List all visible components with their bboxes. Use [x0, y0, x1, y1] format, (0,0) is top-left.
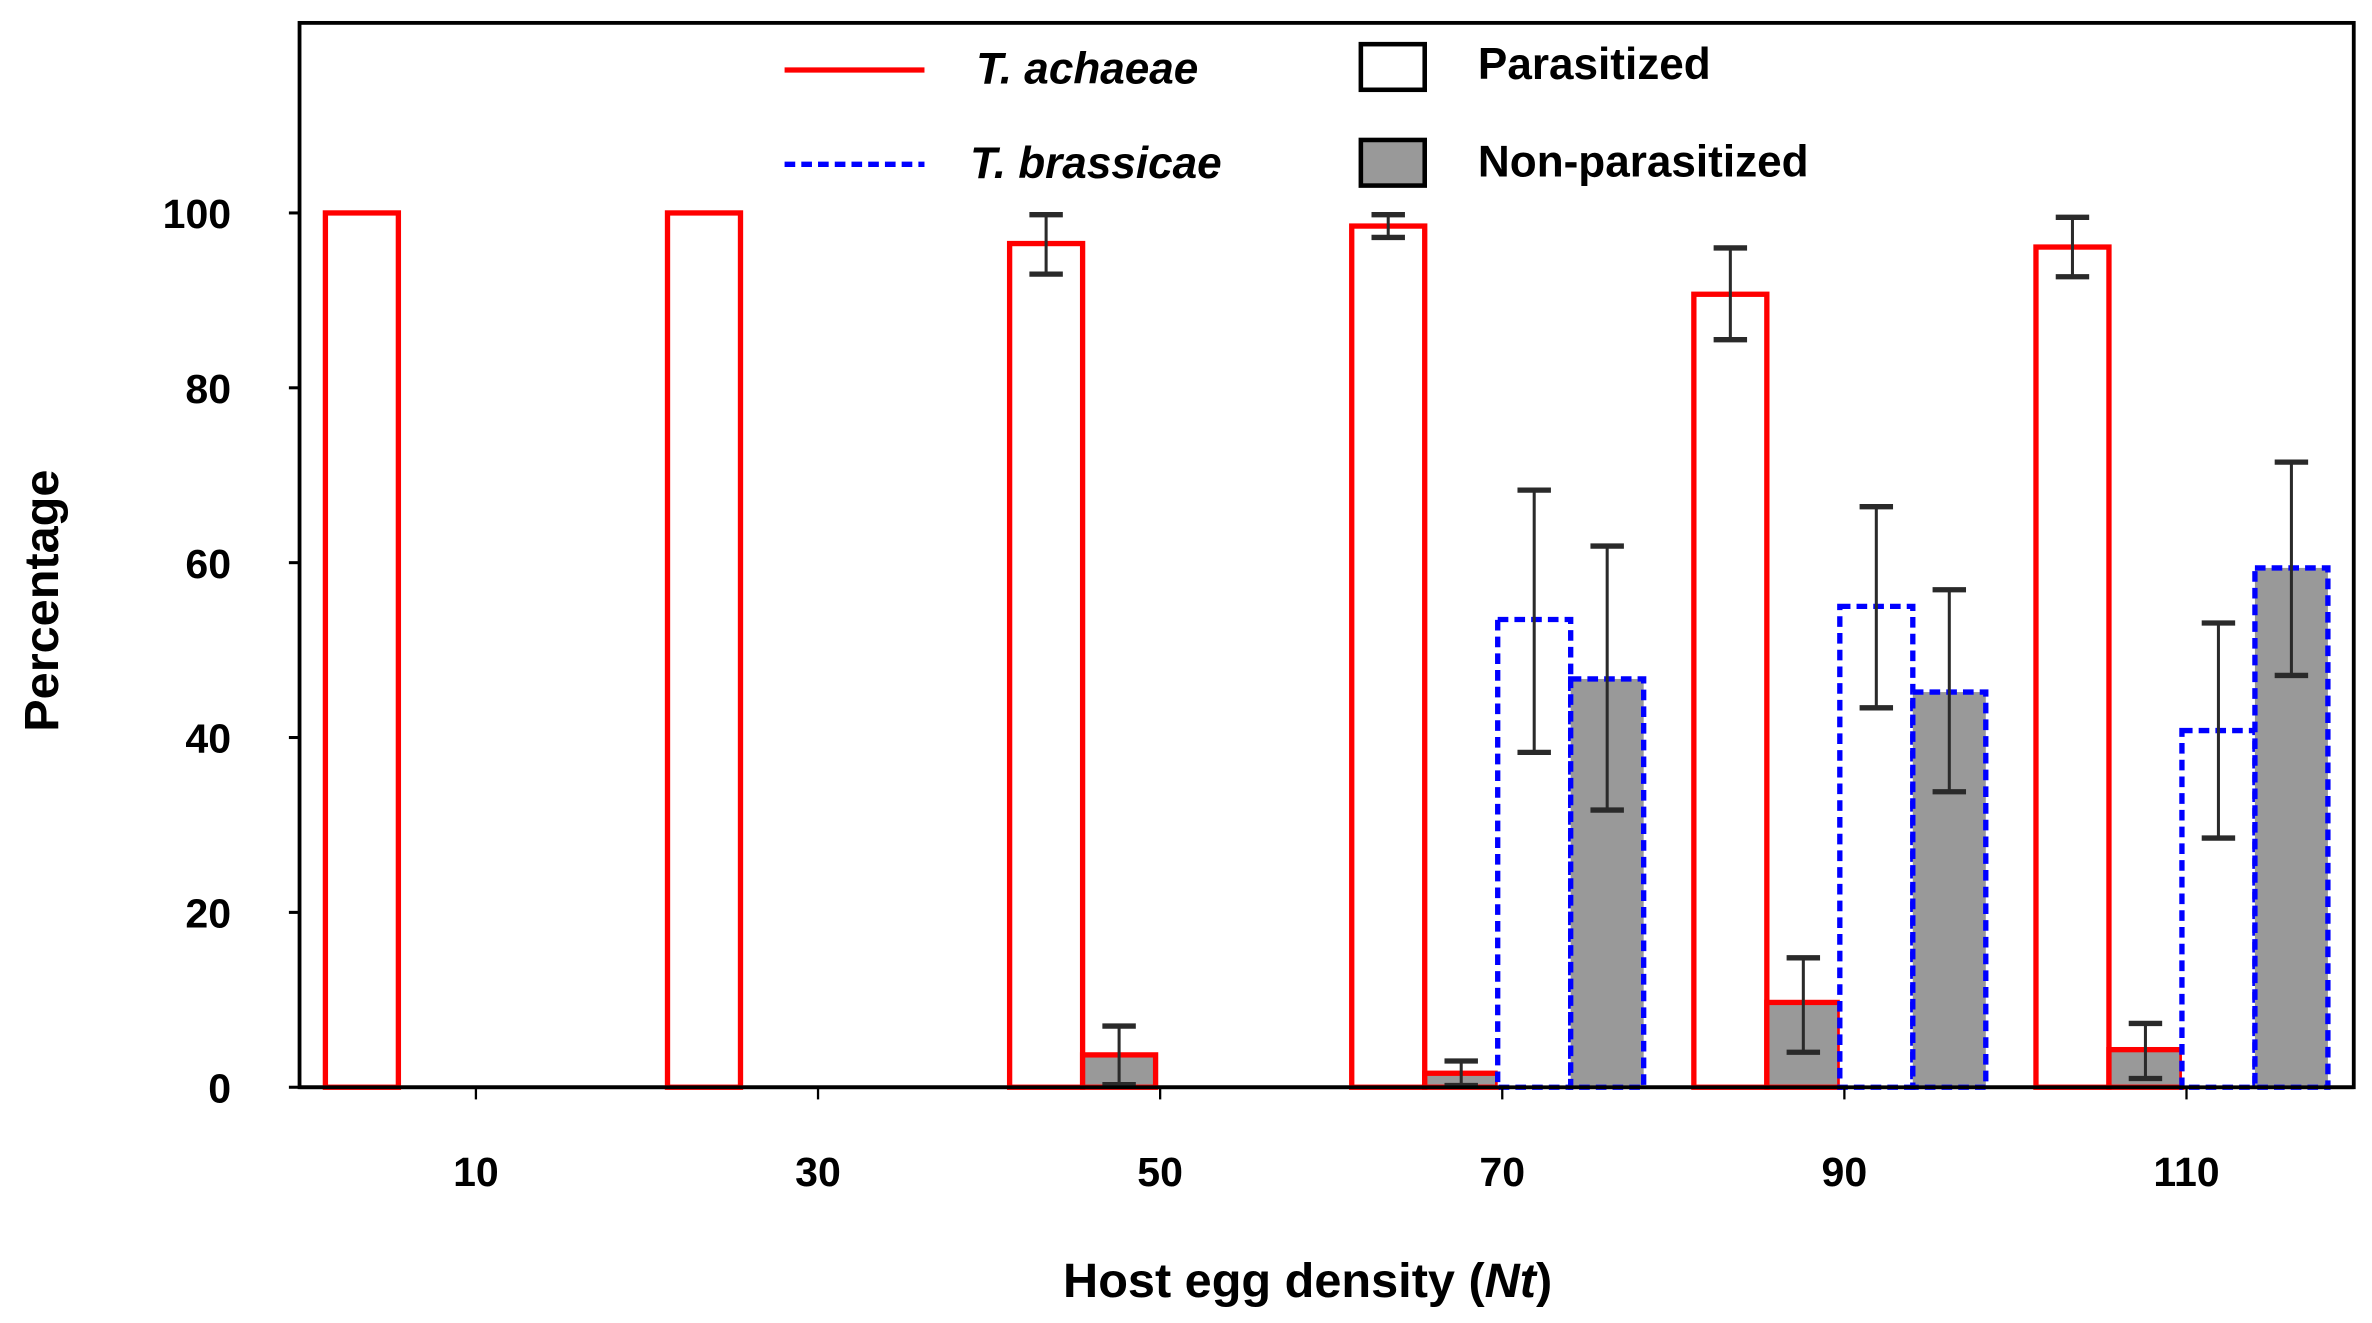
x-axis: 10 30 50 70 90 110: [453, 1087, 2220, 1195]
bars-layer: [322, 210, 2331, 1090]
x-tick-label: 30: [795, 1149, 841, 1195]
x-tick-label: 110: [2153, 1149, 2219, 1195]
legend-swatch-parasitized: [1358, 41, 1428, 93]
y-axis-label: Percentage: [15, 470, 69, 732]
x-axis-label: Host egg density (Nt): [1063, 1254, 1552, 1308]
x-tick-label: 90: [1822, 1149, 1868, 1195]
y-axis: 0 20 40 60 80 100: [163, 191, 2354, 1111]
y-tick-label: 20: [185, 891, 231, 937]
y-tick-label: 60: [185, 541, 231, 587]
legend: T. achaeae T. brassicae Parasitized Non-…: [784, 40, 1809, 188]
y-tick-label: 80: [185, 366, 231, 412]
legend-label-t-brassicae: T. brassicae: [970, 139, 1222, 188]
bar-0-30: [664, 210, 744, 1090]
y-tick-label: 40: [185, 716, 231, 762]
y-tick-label: 100: [163, 191, 232, 237]
legend-label-non-parasitized: Non-parasitized: [1478, 137, 1809, 186]
bar-0-70: [1349, 223, 1428, 1090]
bar-0-90: [1691, 291, 1770, 1090]
bar-0-10: [322, 210, 402, 1090]
error-bars-layer: [1029, 212, 2309, 1089]
y-tick-label: 0: [208, 1065, 231, 1111]
x-tick-label: 50: [1137, 1149, 1183, 1195]
x-tick-label: 70: [1479, 1149, 1525, 1195]
legend-label-parasitized: Parasitized: [1478, 40, 1711, 89]
x-tick-label: 10: [453, 1149, 499, 1195]
bar-0-110: [2033, 244, 2112, 1090]
bar-0-50: [1006, 240, 1086, 1090]
legend-label-t-achaeae: T. achaeae: [976, 45, 1198, 94]
legend-swatch-non-parasitized: [1358, 137, 1428, 188]
